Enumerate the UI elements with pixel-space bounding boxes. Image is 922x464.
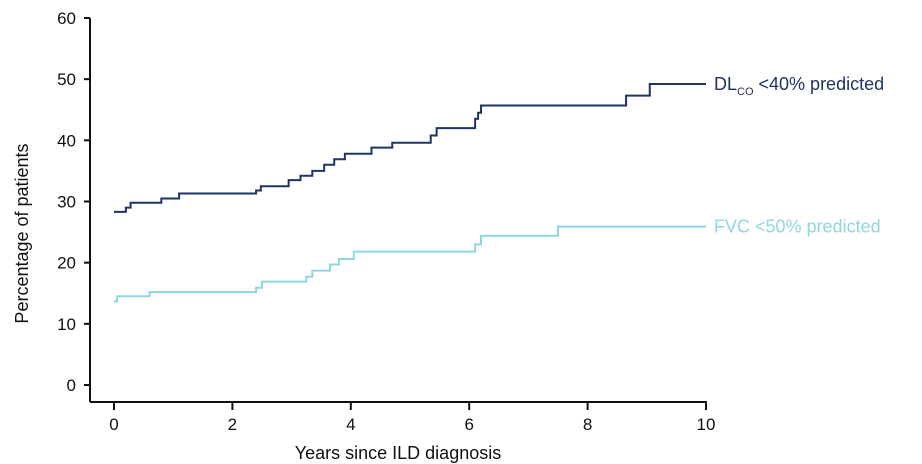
- y-tick-label: 40: [57, 131, 76, 150]
- series-label-subscript: CO: [737, 86, 754, 98]
- x-tick-label: 6: [464, 415, 473, 434]
- y-axis-ticks: 0 10 20 30 40 50 60: [57, 9, 90, 395]
- y-tick-label: 0: [67, 376, 76, 395]
- x-tick-label: 8: [583, 415, 592, 434]
- y-tick-label: 50: [57, 70, 76, 89]
- series-line-1: [114, 225, 706, 303]
- series-labels: DLCO <40% predicted FVC <50% predicted: [714, 74, 884, 237]
- y-tick-label: 30: [57, 193, 76, 212]
- series-lines: [114, 83, 706, 303]
- y-axis-title: Percentage of patients: [12, 143, 32, 323]
- x-tick-label: 4: [346, 415, 355, 434]
- x-axis-title: Years since ILD diagnosis: [295, 443, 501, 463]
- series-label-rest: <40% predicted: [754, 74, 885, 94]
- series-label-0: DLCO <40% predicted: [714, 74, 884, 98]
- x-axis-ticks: 0 2 4 6 8 10: [109, 402, 715, 434]
- y-tick-label: 20: [57, 254, 76, 273]
- x-tick-label: 0: [109, 415, 118, 434]
- x-tick-label: 10: [697, 415, 716, 434]
- y-tick-label: 60: [57, 9, 76, 28]
- y-tick-label: 10: [57, 315, 76, 334]
- x-tick-label: 2: [228, 415, 237, 434]
- series-line-0: [114, 83, 706, 213]
- series-label-main: DL: [714, 74, 737, 94]
- axes: [89, 18, 707, 403]
- series-label-main: FVC <50% predicted: [714, 217, 881, 237]
- series-label-1: FVC <50% predicted: [714, 217, 881, 237]
